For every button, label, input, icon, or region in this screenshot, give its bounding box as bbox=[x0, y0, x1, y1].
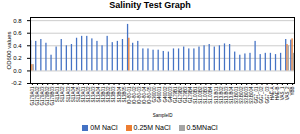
svg-text:S13.B02: S13.B02 bbox=[218, 86, 224, 104]
svg-text:0.4: 0.4 bbox=[13, 43, 22, 49]
svg-text:OD600 values: OD600 values bbox=[6, 31, 12, 69]
svg-text:IO-80-04: IO-80-04 bbox=[142, 86, 148, 105]
svg-text:G179A03: G179A03 bbox=[40, 86, 46, 106]
svg-text:G46002: G46002 bbox=[162, 86, 168, 103]
html-text:0M NaCl: 0M NaCl bbox=[90, 124, 118, 131]
svg-text:GG7_01: GG7_01 bbox=[254, 86, 260, 104]
svg-text:S13B03: S13B03 bbox=[111, 86, 117, 103]
svg-text:S11A03: S11A03 bbox=[65, 86, 71, 103]
svg-text:GG7_02: GG7_02 bbox=[259, 86, 265, 104]
svg-text:0.2: 0.2 bbox=[13, 55, 22, 61]
svg-text:G179B03: G179B03 bbox=[50, 86, 56, 106]
svg-text:S11A02: S11A02 bbox=[60, 86, 66, 103]
html-text:0.5MNaCl: 0.5MNaCl bbox=[186, 124, 218, 131]
svg-text:S13B05: S13B05 bbox=[121, 86, 127, 103]
svg-text:IO-80-05: IO-80-05 bbox=[147, 86, 153, 105]
svg-text:G179A01: G179A01 bbox=[29, 86, 35, 106]
svg-text:VAS_2: VAS_2 bbox=[284, 86, 290, 101]
svg-text:S3.B003: S3.B003 bbox=[244, 86, 250, 104]
svg-text:S11A01: S11A01 bbox=[55, 86, 61, 103]
svg-text:G36000: G36000 bbox=[152, 86, 158, 103]
svg-text:S11A05: S11A05 bbox=[75, 86, 81, 103]
svg-text:S13B04: S13B04 bbox=[116, 86, 122, 103]
svg-text:S1.00B2: S1.00B2 bbox=[198, 86, 204, 104]
svg-text:G46003: G46003 bbox=[167, 86, 173, 103]
svg-text:0.8: 0.8 bbox=[13, 18, 22, 24]
svg-text:VAS_1: VAS_1 bbox=[279, 86, 285, 101]
svg-text:S13A02: S13A02 bbox=[86, 86, 91, 103]
svg-text:S11A04: S11A04 bbox=[70, 86, 76, 103]
svg-text:S1.00B3: S1.00B3 bbox=[203, 86, 209, 104]
svg-text:G179B02: G179B02 bbox=[45, 86, 51, 106]
svg-text:S3.B004: S3.B004 bbox=[249, 86, 255, 104]
svg-text:S13B01: S13B01 bbox=[101, 86, 107, 103]
svg-text:HAE-A: HAE-A bbox=[269, 86, 275, 101]
html-text:0.25M NaCl: 0.25M NaCl bbox=[133, 124, 171, 131]
svg-text:S1.00B1: S1.00B1 bbox=[193, 86, 199, 104]
svg-text:HAE-B: HAE-B bbox=[274, 86, 280, 101]
svg-text:S13.B01: S13.B01 bbox=[213, 86, 219, 104]
svg-text:S13A03: S13A03 bbox=[91, 86, 97, 103]
svg-text:IO-80-03: IO-80-03 bbox=[137, 86, 142, 105]
svg-text:IO-80-01: IO-80-01 bbox=[126, 86, 132, 105]
svg-text:G179B3: G179B3 bbox=[182, 86, 188, 103]
svg-text:0.0: 0.0 bbox=[13, 68, 22, 74]
svg-text:S3.B002: S3.B002 bbox=[239, 86, 244, 104]
svg-text:SampleID: SampleID bbox=[153, 113, 174, 118]
html-text:Salinity Test Graph: Salinity Test Graph bbox=[109, 0, 191, 10]
svg-text:G179B2: G179B2 bbox=[177, 86, 183, 103]
svg-text:G179B4: G179B4 bbox=[188, 86, 193, 103]
svg-text:S3.B001: S3.B001 bbox=[233, 86, 239, 104]
svg-text:YBB: YBB bbox=[290, 87, 295, 96]
svg-text:S13B02: S13B02 bbox=[106, 86, 112, 103]
svg-text:0.6: 0.6 bbox=[13, 30, 22, 36]
svg-text:S13A04: S13A04 bbox=[96, 86, 102, 103]
svg-text:S13.B03: S13.B03 bbox=[223, 86, 229, 104]
svg-text:G46001: G46001 bbox=[157, 86, 163, 103]
svg-text:S13A01: S13A01 bbox=[80, 86, 86, 103]
svg-text:S1.00B4: S1.00B4 bbox=[208, 86, 214, 104]
svg-text:G179A02: G179A02 bbox=[35, 86, 40, 106]
svg-text:GG7_03: GG7_03 bbox=[264, 86, 270, 104]
svg-text:S13.B04: S13.B04 bbox=[228, 86, 234, 104]
svg-text:G179B1: G179B1 bbox=[172, 86, 178, 103]
svg-text:IO-80-02: IO-80-02 bbox=[131, 86, 137, 105]
svg-text:-0.2: -0.2 bbox=[11, 80, 22, 86]
